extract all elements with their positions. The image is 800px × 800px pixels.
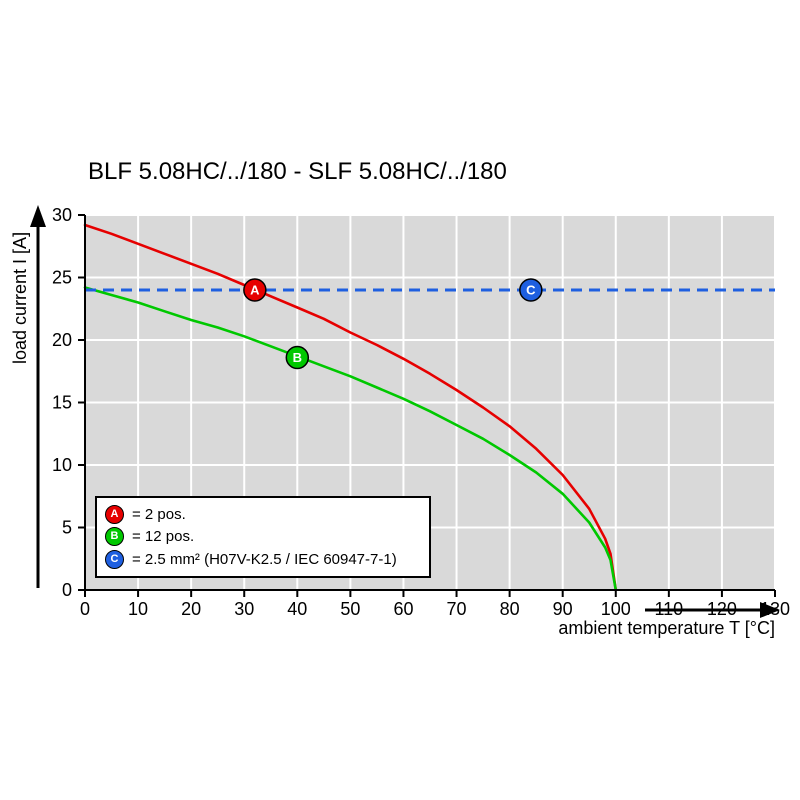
legend-item-c-label: = 2.5 mm² (H07V-K2.5 / IEC 60947-7-1) (132, 551, 397, 569)
legend-marker-c-icon: C (105, 550, 124, 570)
y-tick-label: 30 (52, 205, 72, 225)
x-axis-arrowhead-icon (760, 602, 780, 618)
marker-a-icon (243, 278, 267, 302)
x-tick-label: 0 (80, 599, 90, 619)
x-tick-label: 50 (340, 599, 360, 619)
x-tick-label: 20 (181, 599, 201, 619)
curve (83, 223, 618, 592)
legend-item-a-label: = 2 pos. (132, 505, 186, 523)
x-tick-label: 40 (287, 599, 307, 619)
x-tick-label: 70 (447, 599, 467, 619)
x-tick-label: 30 (234, 599, 254, 619)
y-axis-arrowhead-icon (30, 205, 46, 227)
chart-title: BLF 5.08HC/../180 - SLF 5.08HC/../180 (88, 158, 507, 185)
marker-c-icon (519, 278, 543, 302)
y-tick-label: 25 (52, 268, 72, 288)
y-tick-label: 15 (52, 393, 72, 413)
y-tick-label: 10 (52, 455, 72, 475)
legend: A = 2 pos. B = 12 pos. C = 2.5 mm² (H07V… (95, 496, 431, 578)
marker-label: B (293, 350, 302, 365)
marker-label: C (526, 283, 536, 298)
legend-marker-b-icon: B (105, 527, 124, 547)
x-tick-label: 100 (601, 599, 631, 619)
y-tick-label: 20 (52, 330, 72, 350)
marker-b-icon (285, 345, 310, 370)
legend-item-b-label: = 12 pos. (132, 528, 195, 546)
legend-marker-a-icon: A (105, 504, 124, 524)
x-tick-label: 80 (500, 599, 520, 619)
y-tick-label: 5 (62, 518, 72, 538)
y-tick-label: 0 (62, 580, 72, 600)
x-tick-label: 60 (393, 599, 413, 619)
x-tick-label: 90 (553, 599, 573, 619)
legend-item-a: A = 2 pos. (105, 504, 421, 524)
legend-item-c: C = 2.5 mm² (H07V-K2.5 / IEC 60947-7-1) (105, 550, 421, 570)
curve (83, 286, 618, 592)
x-tick-label: 10 (128, 599, 148, 619)
marker-label: A (250, 283, 260, 298)
legend-item-b: B = 12 pos. (105, 527, 421, 547)
x-axis-label: ambient temperature T [°C] (558, 618, 775, 638)
